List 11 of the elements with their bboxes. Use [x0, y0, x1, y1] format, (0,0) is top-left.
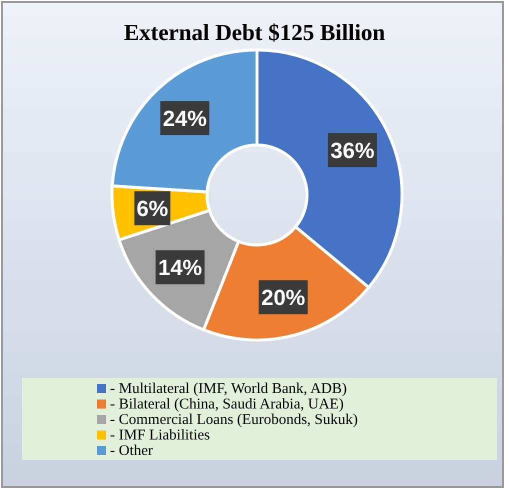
- legend-label: - Commercial Loans (Eurobonds, Sukuk): [110, 412, 358, 428]
- data-label: 6%: [136, 196, 168, 222]
- legend-label: - IMF Liabilities: [110, 428, 210, 444]
- data-label: 36%: [330, 138, 374, 164]
- legend-label: - Bilateral (China, Saudi Arabia, UAE): [110, 396, 344, 412]
- data-label: 14%: [158, 255, 202, 280]
- data-label: 24%: [162, 106, 207, 132]
- chart-title: External Debt $125 Billion: [124, 20, 386, 45]
- legend-label: - Other: [110, 443, 153, 459]
- data-label: 20%: [261, 285, 306, 310]
- legend-label: - Multilateral (IMF, World Bank, ADB): [110, 381, 347, 397]
